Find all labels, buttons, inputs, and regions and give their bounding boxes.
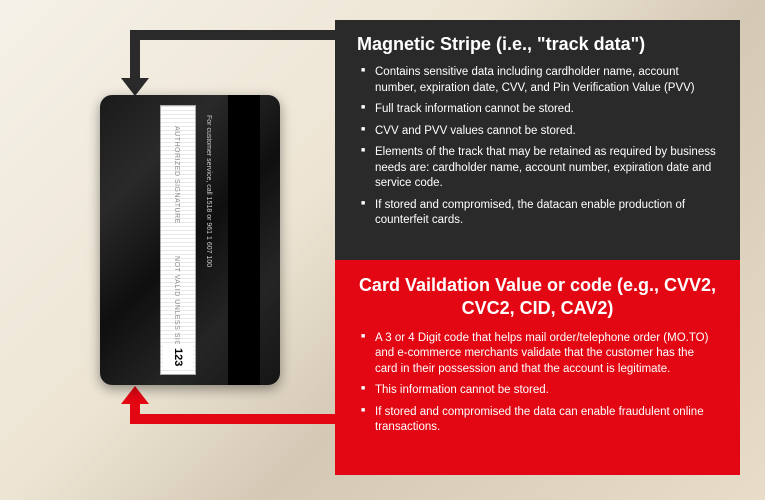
authorized-signature-label: AUTHORIZED SIGNATURE — [173, 126, 180, 224]
arrow-magstripe-horizontal — [130, 30, 335, 40]
list-item: Elements of the track that may be retain… — [361, 145, 718, 192]
arrow-magstripe-vertical — [130, 30, 140, 82]
infographic-container: AUTHORIZED SIGNATURE NOT VALID UNLESS SI… — [0, 0, 765, 500]
arrow-cvv-horizontal — [130, 414, 335, 424]
list-item: Full track information cannot be stored. — [361, 102, 718, 118]
arrow-cvv-vertical — [130, 402, 140, 424]
credit-card-back: AUTHORIZED SIGNATURE NOT VALID UNLESS SI… — [100, 95, 280, 385]
list-item: CVV and PVV values cannot be stored. — [361, 124, 718, 140]
magnetic-stripe-panel: Magnetic Stripe (i.e., "track data") Con… — [335, 20, 740, 260]
list-item: Contains sensitive data including cardho… — [361, 65, 718, 96]
cvv-bullet-list: A 3 or 4 Digit code that helps mail orde… — [357, 331, 718, 436]
arrow-magstripe-head-icon — [121, 78, 149, 96]
cvv-title: Card Vaildation Value or code (e.g., CVV… — [357, 274, 718, 321]
arrow-cvv-head-icon — [121, 386, 149, 404]
list-item: This information cannot be stored. — [361, 383, 718, 399]
cvv-panel: Card Vaildation Value or code (e.g., CVV… — [335, 260, 740, 475]
list-item: If stored and compromised, the datacan e… — [361, 198, 718, 229]
magstripe-bullet-list: Contains sensitive data including cardho… — [357, 65, 718, 229]
list-item: A 3 or 4 Digit code that helps mail orde… — [361, 331, 718, 378]
list-item: If stored and compromised the data can e… — [361, 405, 718, 436]
customer-service-text: For customer service, call 1518 or 961 1… — [205, 115, 212, 267]
cvv-code: 123 — [163, 344, 193, 370]
signature-panel: AUTHORIZED SIGNATURE NOT VALID UNLESS SI… — [160, 105, 196, 375]
magstripe-title: Magnetic Stripe (i.e., "track data") — [357, 34, 718, 55]
magnetic-stripe — [228, 95, 260, 385]
